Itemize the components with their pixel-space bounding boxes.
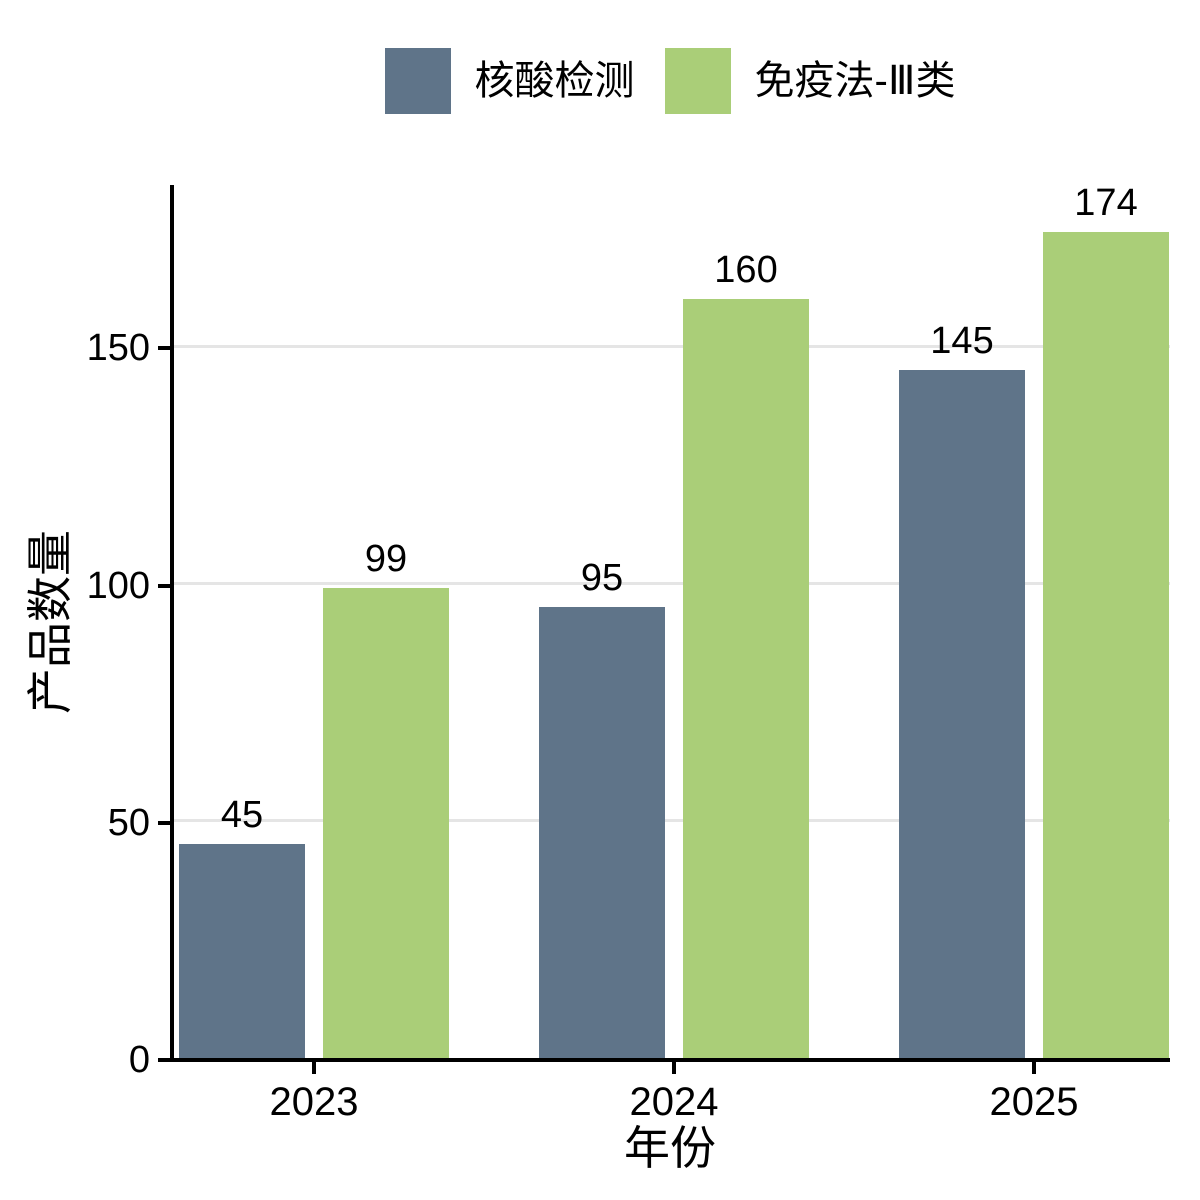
x-tick-label: 2024 bbox=[629, 1080, 719, 1124]
y-tick-mark bbox=[158, 346, 170, 351]
gridline bbox=[170, 582, 1170, 586]
y-tick-mark bbox=[158, 820, 170, 825]
y-tick-label: 100 bbox=[86, 564, 150, 607]
legend-swatch bbox=[664, 48, 731, 114]
bar-免疫法-Ⅲ类-2023 bbox=[323, 588, 449, 1058]
legend: 核酸检测 免疫法-Ⅲ类 bbox=[170, 46, 1170, 116]
y-tick-mark bbox=[158, 583, 170, 588]
bar-核酸检测-2025 bbox=[899, 370, 1025, 1058]
y-axis-line bbox=[170, 185, 174, 1062]
bar-value-label: 99 bbox=[364, 538, 408, 581]
bar-value-label: 145 bbox=[930, 320, 994, 363]
gridline bbox=[170, 819, 1170, 823]
bar-免疫法-Ⅲ类-2024 bbox=[683, 298, 809, 1058]
x-axis-line bbox=[170, 1058, 1170, 1062]
legend-label: 免疫法-Ⅲ类 bbox=[754, 59, 956, 103]
legend-item: 免疫法-Ⅲ类 bbox=[664, 48, 956, 114]
x-tick-mark bbox=[672, 1062, 676, 1074]
y-tick-mark bbox=[158, 1058, 170, 1062]
bar-核酸检测-2023 bbox=[179, 844, 305, 1058]
bar-核酸检测-2024 bbox=[539, 607, 665, 1058]
y-axis-title: 产品数量 bbox=[24, 530, 76, 714]
gridline bbox=[170, 344, 1170, 348]
bar-value-label: 45 bbox=[220, 794, 264, 837]
y-tick-label: 50 bbox=[107, 801, 150, 844]
legend-item: 核酸检测 bbox=[384, 48, 635, 114]
x-tick-mark bbox=[1032, 1062, 1036, 1074]
bar-value-label: 95 bbox=[580, 557, 624, 600]
bar-免疫法-Ⅲ类-2025 bbox=[1043, 232, 1169, 1058]
x-tick-label: 2023 bbox=[269, 1080, 359, 1124]
legend-label: 核酸检测 bbox=[474, 59, 635, 103]
x-tick-label: 2025 bbox=[989, 1080, 1079, 1124]
y-tick-label: 150 bbox=[86, 327, 150, 370]
x-axis-title: 年份 bbox=[624, 1122, 716, 1174]
y-tick-label: 0 bbox=[128, 1039, 150, 1081]
bar-value-label: 174 bbox=[1074, 182, 1138, 225]
bar-value-label: 160 bbox=[714, 248, 778, 291]
legend-swatch bbox=[384, 48, 451, 114]
x-tick-mark bbox=[312, 1062, 316, 1074]
